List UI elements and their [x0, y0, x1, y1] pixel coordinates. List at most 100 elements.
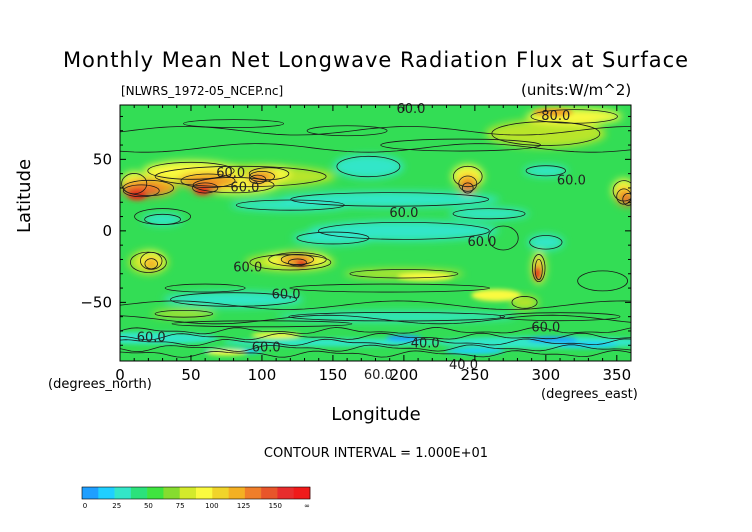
contour-line — [248, 167, 290, 180]
colorbar-swatch — [293, 487, 311, 499]
y-tick-label: −50 — [80, 293, 112, 311]
contour-line — [289, 283, 491, 293]
colorbar-tick-label: 100 — [205, 502, 218, 510]
contour-line — [487, 225, 519, 251]
colorbar-tick-label: 125 — [237, 502, 250, 510]
contour-line — [249, 174, 267, 185]
contour-line — [288, 258, 307, 267]
contour-label: 60.0 — [137, 331, 166, 346]
colorbar-swatch — [147, 487, 164, 499]
contour-line — [134, 208, 191, 225]
contour-line — [577, 270, 629, 292]
contour-line — [616, 188, 631, 205]
x-tick-label: 350 — [602, 366, 631, 384]
contour-line — [296, 231, 370, 245]
contour-line — [129, 251, 167, 273]
contour-line — [280, 253, 315, 265]
x-tick-label: 150 — [319, 366, 348, 384]
colorbar-swatch — [163, 487, 181, 499]
contour-line — [120, 143, 631, 153]
contour-label: 40.0 — [449, 358, 478, 373]
contour-label: 60.0 — [216, 166, 245, 181]
contour-label: 60.0 — [272, 288, 301, 303]
contour-label: 60.0 — [233, 261, 262, 276]
contour-lines — [120, 109, 631, 358]
colorbar-swatch — [244, 487, 262, 499]
contour-label: 60.0 — [252, 341, 281, 356]
contour-line — [511, 296, 538, 309]
colorbar-swatch — [179, 487, 197, 499]
contour-line — [534, 258, 543, 281]
contour-line — [235, 199, 345, 211]
contour-line — [140, 251, 163, 270]
contour-line — [120, 332, 631, 341]
y-tick-label: 0 — [102, 222, 112, 240]
contour-line — [170, 292, 297, 307]
contour-label: 60.0 — [397, 102, 426, 117]
contour-line — [525, 165, 567, 177]
contour-line — [530, 109, 618, 124]
contour-line — [122, 184, 160, 198]
contour-label: 60.0 — [557, 173, 586, 188]
contour-line — [529, 235, 563, 250]
contour-line — [248, 171, 275, 183]
contour-line — [120, 300, 631, 310]
y-axis-label: Latitude — [14, 158, 35, 233]
x-tick-label: 0 — [115, 366, 125, 384]
colorbar-swatch — [196, 487, 213, 499]
contour-line — [306, 125, 388, 137]
x-axis-label: Longitude — [331, 404, 421, 425]
contour-line — [120, 338, 631, 347]
colorbar-tick-label: 75 — [176, 502, 185, 510]
colorbar-tick-label: 50 — [144, 502, 153, 510]
contour-line — [192, 182, 219, 194]
contour-line — [268, 252, 327, 267]
x-axis-unit-note: (degrees_east) — [541, 387, 638, 402]
dataset-filename: [NLWRS_1972-05_NCEP.nc] — [121, 84, 284, 98]
contour-label: 60.0 — [389, 206, 418, 221]
contour-label: 60.0 — [531, 321, 560, 336]
contour-line — [154, 165, 327, 188]
colorbar-tick-label: 0 — [83, 502, 87, 510]
chart-title: Monthly Mean Net Longwave Radiation Flux… — [62, 48, 690, 72]
contour-line — [180, 173, 236, 188]
contour-label: 80.0 — [541, 109, 570, 124]
y-tick-label: 50 — [93, 150, 112, 168]
contour-label: 40.0 — [411, 336, 440, 351]
contour-line — [532, 254, 546, 283]
colorbar-frame — [81, 486, 311, 500]
contour-line — [183, 119, 284, 128]
colorbar-swatch — [98, 487, 115, 499]
colorbar-tick-label: 25 — [112, 502, 121, 510]
contour-line — [612, 180, 631, 202]
contour-line — [122, 179, 174, 196]
x-tick-label: 300 — [532, 366, 561, 384]
contour-line — [349, 269, 459, 279]
colorbar-swatch — [277, 487, 295, 499]
x-tick-label: 100 — [248, 366, 277, 384]
colorbar-swatch — [114, 487, 132, 499]
contour-line — [380, 138, 542, 152]
colorbar-swatch — [212, 487, 229, 499]
contour-line — [290, 192, 490, 207]
contour-line — [317, 221, 490, 240]
contour-line — [461, 182, 474, 194]
colorbar-swatch — [261, 487, 278, 499]
contour-line — [144, 258, 158, 270]
colorbar-swatch — [228, 487, 246, 499]
colorbar-tick-label: ∞ — [304, 502, 310, 510]
contour-line — [120, 350, 631, 358]
x-tick-label: 50 — [181, 366, 200, 384]
contour-line — [164, 283, 246, 293]
colorbar-swatch — [130, 487, 148, 499]
contour-line — [120, 314, 631, 325]
contour-line — [147, 161, 235, 180]
contour-line — [452, 208, 526, 220]
x-tick-label: 200 — [390, 366, 419, 384]
contour-label: 60.0 — [364, 368, 393, 383]
contour-line — [120, 126, 631, 136]
contour-line — [192, 177, 275, 194]
y-axis-unit-note: (degrees_north) — [48, 377, 152, 392]
contour-line — [336, 155, 401, 178]
